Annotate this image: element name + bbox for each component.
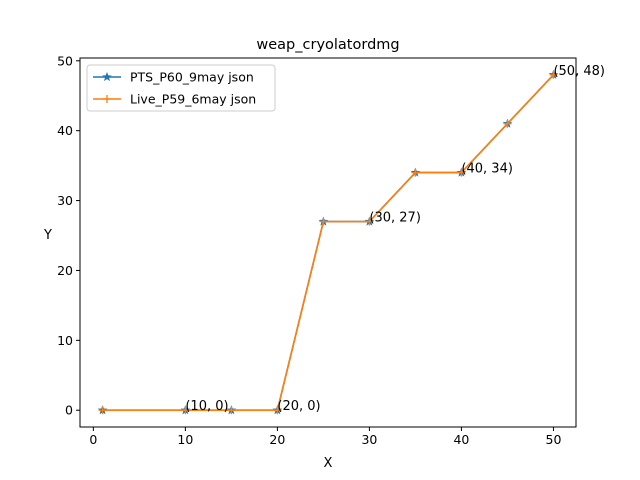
y-tick-label: 50 — [57, 53, 73, 68]
legend-label: Live_P59_6may json — [130, 92, 256, 107]
axes-frame — [79, 57, 577, 428]
x-axis-label: X — [324, 456, 333, 471]
legend: PTS_P60_9may json Live_P59_6may json — [86, 64, 276, 112]
axis-ticks: 0 10 20 30 40 50 0 10 20 30 40 50 — [57, 53, 561, 447]
series-line — [102, 74, 555, 412]
plot-area: (10, 0) (20, 0) (30, 27) (40, 34) (50, 48) — [97, 64, 605, 415]
x-tick-label: 50 — [546, 432, 562, 447]
legend-entry: PTS_P60_9may json — [93, 70, 254, 85]
point-annotation: (40, 34) — [461, 162, 512, 177]
data-point — [411, 168, 420, 177]
y-axis-label: Y — [43, 228, 52, 243]
data-point — [319, 217, 328, 226]
y-tick-label: 0 — [65, 403, 73, 418]
point-annotation: (10, 0) — [185, 399, 228, 414]
data-point — [273, 406, 282, 415]
y-tick-label: 40 — [57, 123, 73, 138]
series-line — [102, 74, 555, 412]
x-tick-label: 30 — [361, 432, 377, 447]
data-point — [365, 217, 374, 226]
point-annotation: (50, 48) — [553, 64, 605, 79]
x-tick-label: 40 — [453, 432, 469, 447]
legend-marker — [102, 71, 112, 82]
legend-entry: Live_P59_6may json — [93, 92, 256, 107]
legend-marker — [103, 95, 111, 103]
x-tick-label: 10 — [177, 432, 193, 447]
data-point — [181, 406, 190, 415]
data-point — [549, 70, 558, 79]
data-point — [503, 119, 512, 128]
chart-title: weap_cryolatordmg — [256, 37, 399, 53]
y-tick-label: 10 — [57, 333, 73, 348]
data-point — [227, 406, 236, 415]
point-annotation: (30, 27) — [369, 211, 421, 226]
series-1 — [97, 69, 559, 415]
legend-label: PTS_P60_9may json — [130, 70, 254, 85]
point-annotation: (20, 0) — [277, 399, 320, 414]
y-tick-label: 20 — [57, 263, 73, 278]
y-tick-label: 30 — [57, 193, 73, 208]
series-2 — [98, 70, 558, 415]
legend-box — [86, 64, 276, 112]
data-point — [98, 406, 107, 415]
x-tick-label: 20 — [269, 432, 285, 447]
x-tick-label: 0 — [89, 432, 97, 447]
data-point — [457, 168, 466, 177]
